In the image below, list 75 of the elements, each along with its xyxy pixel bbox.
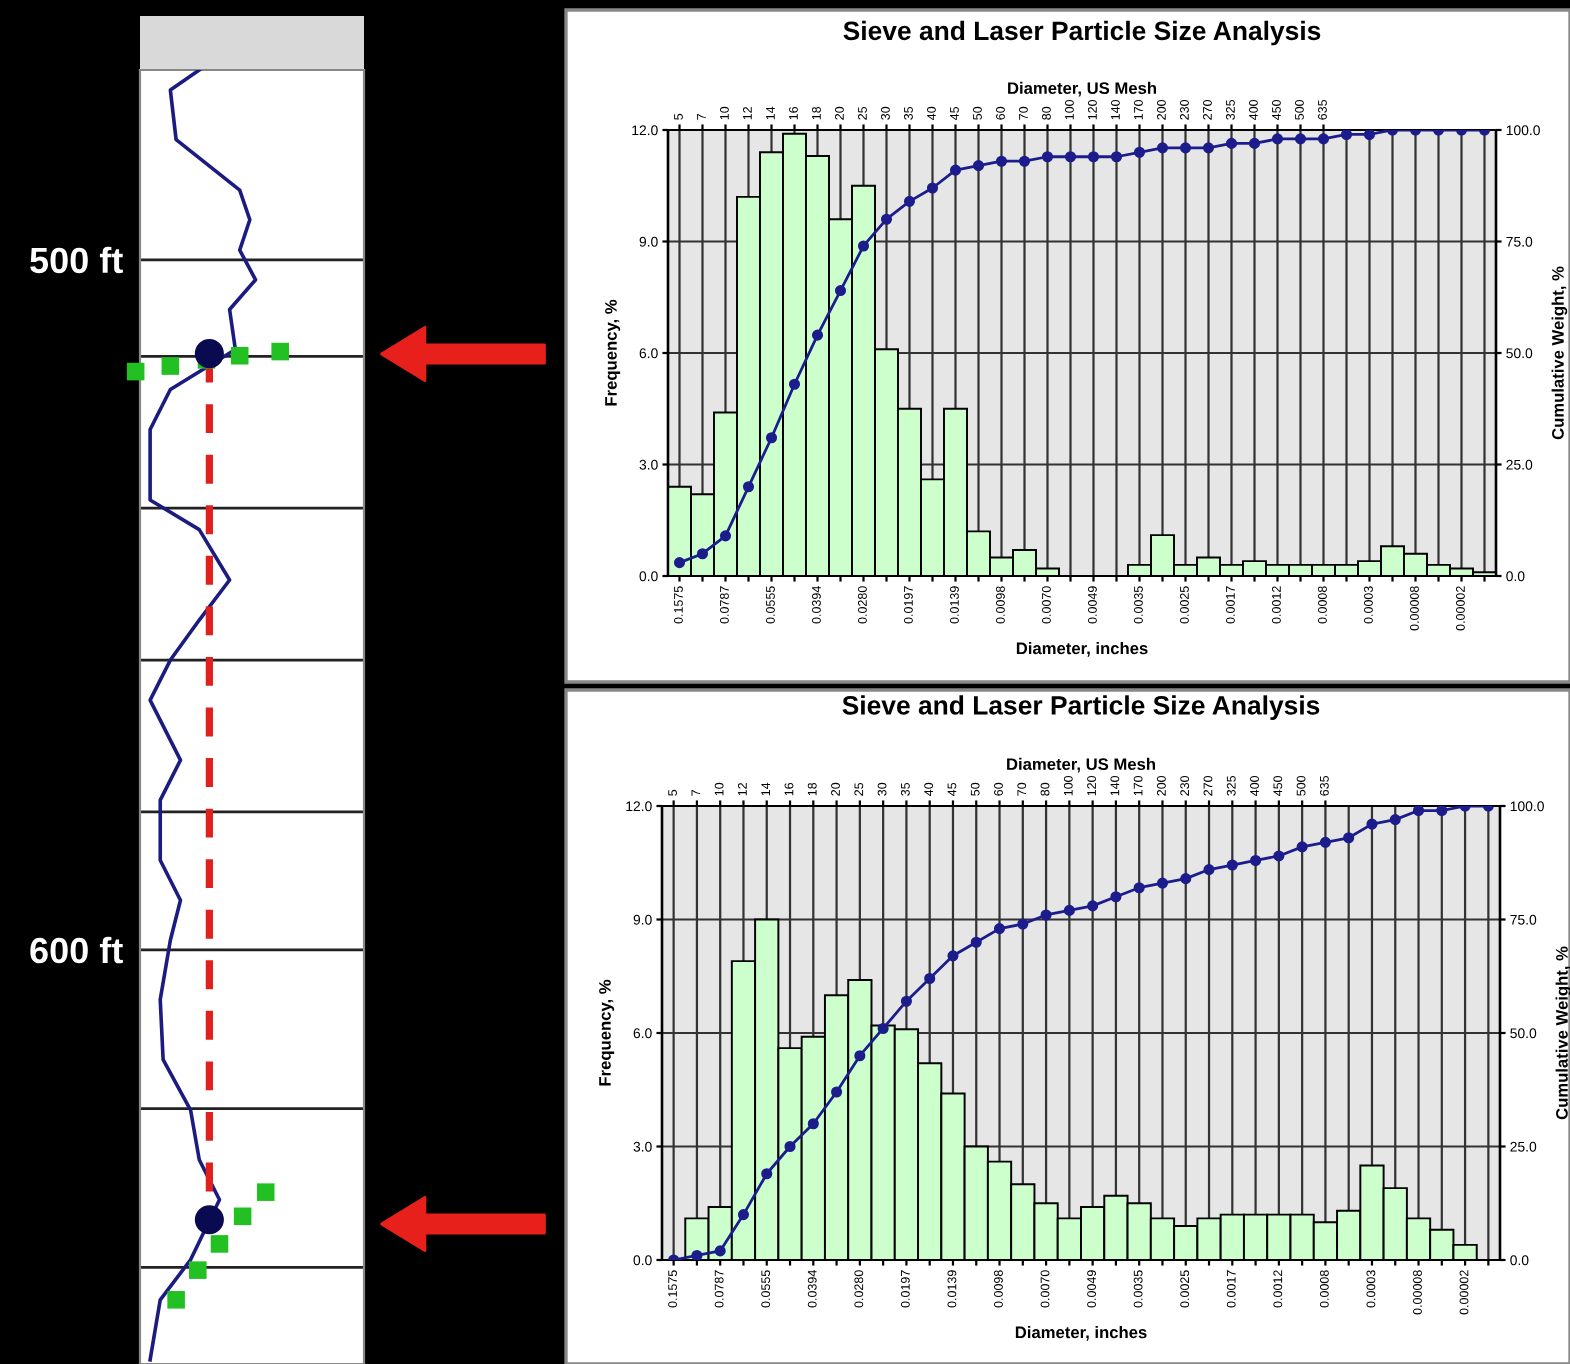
point <box>1064 151 1077 163</box>
point <box>1363 130 1376 141</box>
point <box>877 1022 889 1035</box>
point <box>1248 137 1261 149</box>
chart-title: Sieve and Laser Particle Size Analysis <box>842 695 1320 720</box>
point <box>1156 877 1169 889</box>
point <box>970 936 982 948</box>
x2-axis-title: Diameter, US Mesh <box>1007 757 1155 773</box>
point <box>1087 151 1100 163</box>
point <box>1110 151 1123 163</box>
point <box>924 972 936 985</box>
point <box>673 557 686 569</box>
point <box>1271 133 1284 145</box>
point <box>1389 814 1401 826</box>
point <box>880 213 893 225</box>
point <box>1225 137 1238 149</box>
point <box>972 160 985 172</box>
point <box>1343 832 1355 844</box>
point <box>1133 882 1145 894</box>
point <box>1156 142 1169 154</box>
point <box>926 182 939 194</box>
point <box>949 164 962 176</box>
y-axis-title: Frequency, % <box>605 299 621 406</box>
point <box>1063 904 1075 916</box>
point <box>900 995 912 1007</box>
point <box>1180 873 1192 885</box>
point <box>1226 859 1238 871</box>
point <box>831 1086 843 1098</box>
point <box>1273 850 1285 862</box>
point <box>691 1249 703 1260</box>
point <box>1087 900 1099 912</box>
point <box>807 1118 819 1130</box>
point <box>696 548 709 560</box>
point <box>1018 155 1031 167</box>
point <box>1250 854 1262 867</box>
x-axis-title: Diameter, inches <box>1015 1326 1147 1341</box>
point <box>834 285 847 297</box>
point <box>761 1168 773 1180</box>
point <box>1412 806 1425 817</box>
point <box>742 481 755 493</box>
point <box>1041 151 1054 163</box>
point <box>811 329 824 341</box>
point <box>714 1245 726 1257</box>
point <box>719 530 732 542</box>
point <box>1017 918 1029 930</box>
point <box>1296 841 1308 853</box>
point <box>788 378 801 390</box>
point <box>1110 891 1122 903</box>
point <box>737 1209 750 1221</box>
point <box>857 240 870 252</box>
point <box>1202 142 1215 154</box>
point <box>1179 142 1192 154</box>
point <box>854 1050 866 1062</box>
y2-axis-title: Cumulative Weight, % <box>1551 266 1568 440</box>
point <box>784 1140 796 1153</box>
point <box>1203 864 1215 876</box>
y-tick-label: 500 ft <box>30 246 123 274</box>
point <box>995 155 1008 167</box>
y-tick-label: 600 ft <box>30 936 123 964</box>
point <box>1317 133 1330 145</box>
point <box>1133 146 1146 158</box>
x2-axis-title: Diameter, US Mesh <box>1008 81 1156 97</box>
point <box>903 195 916 207</box>
point <box>1040 909 1052 921</box>
chart-title: Sieve and Laser Particle Size Analysis <box>843 20 1321 46</box>
point <box>765 432 778 444</box>
point <box>993 923 1006 935</box>
point <box>1319 836 1331 848</box>
point <box>1436 806 1448 817</box>
y-axis-title: Frequency, % <box>599 979 615 1086</box>
point <box>947 950 959 962</box>
x-axis-title: Diameter, inches <box>1016 642 1148 657</box>
point <box>1294 133 1307 145</box>
point <box>1366 818 1378 830</box>
point <box>1340 130 1353 141</box>
